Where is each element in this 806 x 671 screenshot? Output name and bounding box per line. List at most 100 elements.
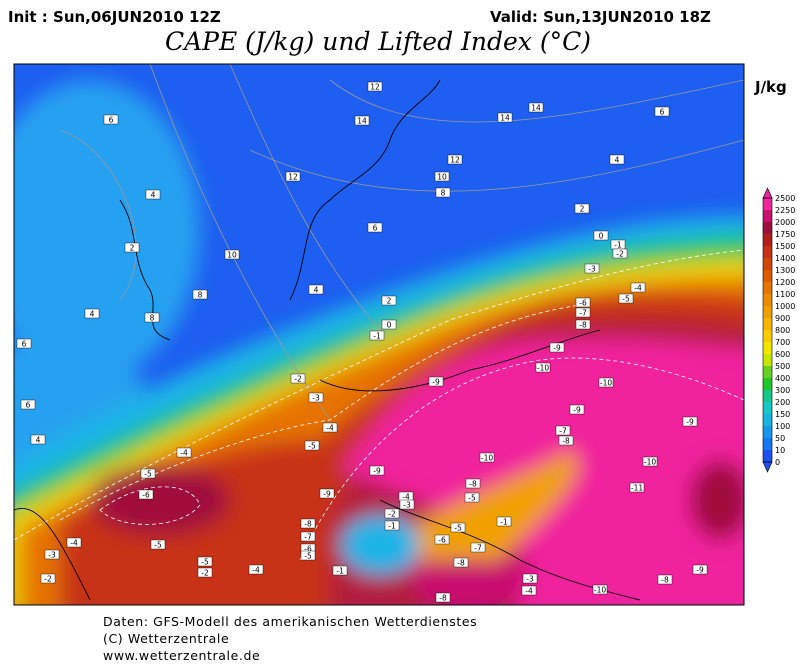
contour-label: -2 [388, 510, 396, 519]
colorbar-segment [763, 366, 772, 378]
colorbar-segment [763, 246, 772, 258]
colorbar-segment [763, 426, 772, 438]
contour-label: -2 [201, 569, 209, 578]
colorbar-segment [763, 402, 772, 414]
contour-label: 2 [130, 244, 135, 253]
contour-label: -4 [525, 587, 533, 596]
contour-label: 8 [198, 291, 203, 300]
colorbar-label: 700 [775, 338, 790, 347]
contour-label-box [300, 531, 316, 542]
colorbar-segment [763, 258, 772, 270]
contour-label: 4 [90, 310, 95, 319]
colorbar-label: 300 [775, 386, 790, 395]
contour-label: 10 [227, 251, 237, 260]
contour-label-box [381, 319, 397, 330]
lifted-index-lines [14, 249, 744, 561]
contour-label: -9 [696, 566, 704, 575]
contour-label-box [535, 362, 551, 373]
contour-label: -9 [323, 490, 331, 499]
contour-label: 8 [150, 314, 155, 323]
contour-label-box [16, 338, 32, 349]
colorbar-segment [763, 438, 772, 450]
contour-label-box [618, 293, 634, 304]
contour-label: -2 [294, 375, 302, 384]
colorbar-segment [763, 378, 772, 390]
contour-label-box [629, 482, 645, 493]
colorbar-cap [762, 187, 773, 199]
contour-label: -5 [622, 295, 630, 304]
contour-label-box [497, 112, 513, 123]
contour-label: 4 [36, 436, 41, 445]
contour-label-box [144, 312, 160, 323]
contour-label-box [584, 263, 600, 274]
contour-label: -11 [631, 484, 643, 493]
contour-label: -1 [388, 522, 396, 531]
colorbar-segment [763, 330, 772, 342]
contour-label-box [384, 508, 400, 519]
contour-label-box [248, 564, 264, 575]
contour-label: 4 [151, 191, 156, 200]
contour-label-box [496, 516, 512, 527]
colorbar-label: 1400 [775, 254, 795, 263]
contour-label: 14 [500, 114, 510, 123]
contour-label-box [434, 171, 450, 182]
contour-label: -8 [439, 594, 447, 603]
contour-label-box [84, 308, 100, 319]
contour-label: 8 [441, 189, 446, 198]
contour-label-box [381, 295, 397, 306]
map-title: CAPE (J/kg) und Lifted Index (°C) [165, 27, 591, 56]
colorbar-segment [763, 294, 772, 306]
contour-label: 12 [288, 173, 298, 182]
contour-label-box [308, 392, 324, 403]
colorbar-label: 600 [775, 350, 790, 359]
contour-label: -6 [579, 299, 587, 308]
contour-label: -4 [326, 424, 334, 433]
contour-label-box [464, 492, 480, 503]
contour-label-box [197, 567, 213, 578]
contour-label-box [150, 539, 166, 550]
colorbar-label: 1200 [775, 278, 795, 287]
contour-label-box [300, 550, 316, 561]
contour-label-box [399, 499, 415, 510]
contour-label: 12 [370, 83, 380, 92]
init-time: Init : Sun,06JUN2010 12Z [8, 8, 221, 26]
contour-label-box [140, 468, 156, 479]
colorbar-label: 50 [775, 434, 785, 443]
contour-label: -9 [432, 378, 440, 387]
contour-label-box [322, 422, 338, 433]
contour-label: -4 [634, 284, 642, 293]
contour-label: 14 [357, 117, 367, 126]
contour-label-box [447, 154, 463, 165]
colorbar-label: 1750 [775, 230, 795, 239]
colorbar-label: 0 [775, 458, 780, 467]
colorbar-segment [763, 234, 772, 246]
contour-label: -2 [616, 250, 624, 259]
colorbar-label: 100 [775, 422, 790, 431]
contour-label: -6 [142, 491, 150, 500]
contour-label-box [367, 81, 383, 92]
contour-label-box [593, 230, 609, 241]
contour-label: -9 [573, 406, 581, 415]
contour-label: 6 [109, 116, 114, 125]
colorbar-label: 200 [775, 398, 790, 407]
contour-label: -7 [579, 309, 587, 318]
contour-label: -6 [438, 536, 446, 545]
contour-label-box [569, 404, 585, 415]
contour-label-box [434, 534, 450, 545]
colorbar-segment [763, 414, 772, 426]
contour-label-box [450, 522, 466, 533]
contour-label-box [319, 488, 335, 499]
colorbar-segment [763, 354, 772, 366]
contour-label: -4 [70, 539, 78, 548]
colorbar-label: 1000 [775, 302, 795, 311]
colorbar-label: 10 [775, 446, 785, 455]
contour-label-box [197, 556, 213, 567]
contour-label: 6 [22, 340, 27, 349]
contour-label-box [479, 452, 495, 463]
contour-label-box [138, 489, 154, 500]
colorbar-cap [762, 461, 773, 473]
colorbar-segment [763, 210, 772, 222]
contour-label: -5 [454, 524, 462, 533]
contour-label: -7 [559, 427, 567, 436]
contour-label: 10 [437, 173, 447, 182]
